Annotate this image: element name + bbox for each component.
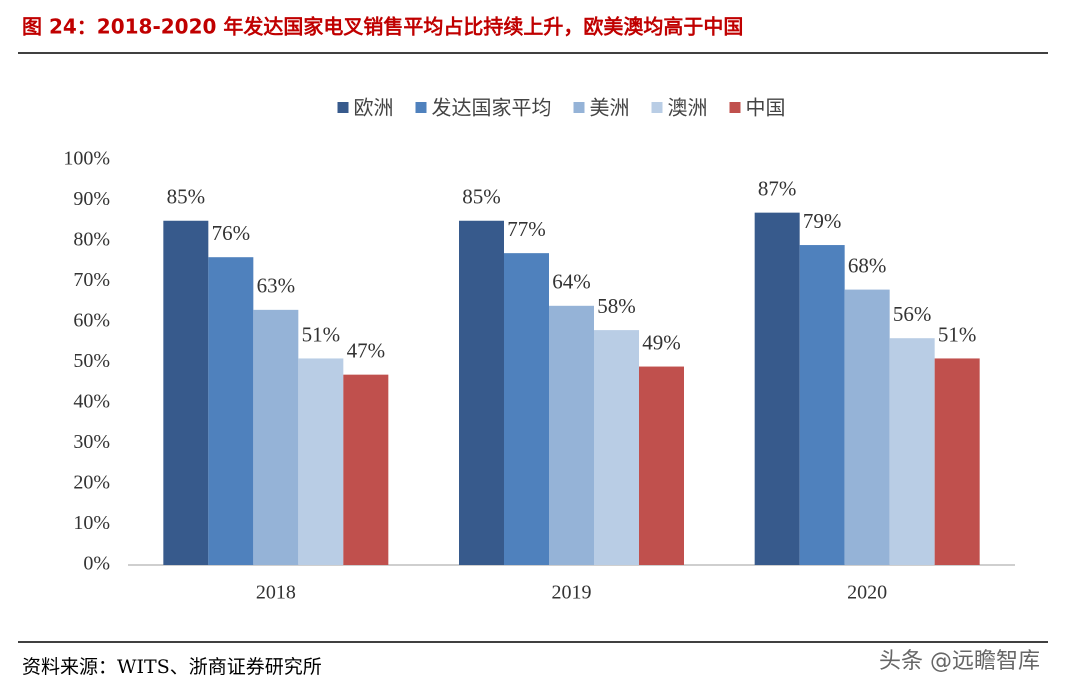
y-tick-label: 30% (73, 431, 110, 453)
y-tick-label: 60% (73, 310, 110, 332)
data-label: 68% (848, 253, 887, 277)
bar (343, 374, 389, 565)
legend-label: 中国 (746, 96, 786, 120)
data-label: 51% (302, 322, 341, 346)
legend-label: 美洲 (590, 96, 630, 120)
data-label: 64% (552, 270, 591, 294)
legend-swatch (415, 102, 427, 113)
y-tick-label: 20% (73, 472, 110, 494)
source: 资料来源：WITS、浙商证券研究所 (22, 656, 322, 678)
bar (163, 220, 209, 565)
legend-label: 澳洲 (668, 96, 708, 120)
bar (754, 212, 800, 565)
bar (934, 358, 980, 565)
y-tick-label: 70% (73, 269, 110, 291)
bar (208, 257, 254, 565)
data-label: 85% (462, 185, 501, 209)
data-label: 87% (758, 176, 797, 200)
bar (594, 330, 639, 565)
data-label: 58% (597, 294, 636, 318)
data-label: 76% (212, 221, 251, 245)
y-tick-label: 50% (73, 350, 110, 372)
data-label: 47% (347, 338, 386, 362)
legend-swatch (573, 102, 585, 113)
bar (889, 338, 935, 565)
x-tick-label: 2020 (847, 582, 887, 604)
data-label: 85% (167, 185, 206, 209)
x-tick-label: 2018 (256, 582, 296, 604)
y-tick-label: 10% (73, 512, 110, 534)
chart-title: 图 24：2018-2020 年发达国家电叉销售平均占比持续上升，欧美澳均高于中… (22, 15, 743, 39)
bar (799, 245, 845, 566)
y-tick-label: 40% (73, 391, 110, 413)
data-label: 63% (257, 274, 296, 298)
legend-swatch (337, 102, 349, 113)
bar (639, 366, 684, 565)
watermark: 头条 @远瞻智库 (879, 649, 1040, 674)
y-tick-label: 80% (73, 229, 110, 251)
data-label: 56% (893, 302, 932, 326)
data-label: 77% (507, 217, 546, 241)
y-tick-label: 90% (73, 188, 110, 210)
legend-label: 发达国家平均 (432, 96, 552, 120)
data-label: 51% (938, 322, 977, 346)
bar (298, 358, 344, 565)
y-tick-label: 100% (63, 148, 110, 170)
legend-swatch (651, 102, 663, 113)
data-label: 79% (803, 209, 842, 233)
legend-swatch (729, 102, 741, 113)
x-tick-label: 2019 (552, 582, 592, 604)
bar (844, 289, 890, 565)
bar (459, 220, 504, 565)
bar (504, 253, 549, 565)
bar (253, 309, 299, 565)
bar (549, 305, 594, 565)
legend-label: 欧洲 (354, 96, 394, 120)
data-label: 49% (642, 330, 681, 354)
y-tick-label: 0% (83, 553, 110, 575)
